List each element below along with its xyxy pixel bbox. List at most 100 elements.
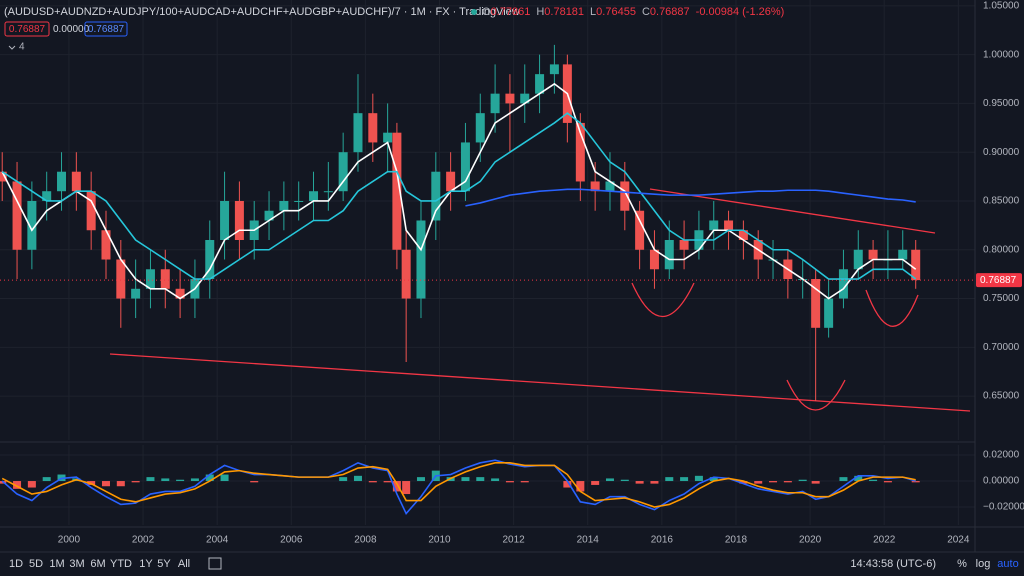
candle-body <box>264 210 274 221</box>
histogram-bar <box>694 475 703 482</box>
x-tick-label: 2020 <box>799 535 822 546</box>
candle-body <box>416 220 426 299</box>
candle-body <box>57 171 67 192</box>
line-series <box>1 112 917 280</box>
candle-body <box>505 93 515 104</box>
candle-body <box>401 249 411 299</box>
clock: 14:43:58 (UTC-6) <box>850 558 936 570</box>
scale-option[interactable]: log <box>976 558 991 570</box>
last-price-label: 0.76887 <box>980 275 1017 286</box>
candle-body <box>116 259 126 299</box>
histogram-bar <box>811 481 820 484</box>
range-button[interactable]: 1Y <box>139 558 153 570</box>
range-button[interactable]: 3M <box>69 558 84 570</box>
x-tick-label: 2022 <box>873 535 896 546</box>
candle-body <box>27 200 37 250</box>
histogram-bar <box>709 477 718 482</box>
line-series <box>1 82 917 300</box>
histogram-bar <box>339 477 348 482</box>
line-series <box>1 459 916 515</box>
y-tick-label: 0.70000 <box>983 342 1020 353</box>
histogram-bar <box>190 478 199 482</box>
ohlc-value: 0.76455 <box>596 6 636 18</box>
x-tick-label: 2008 <box>354 535 377 546</box>
indicator-value: 0.00000 <box>53 24 90 35</box>
candle-body <box>811 279 821 328</box>
candle-body <box>101 230 111 260</box>
range-button[interactable]: 6M <box>90 558 105 570</box>
y-tick-label: 0.85000 <box>983 196 1020 207</box>
histogram-bar <box>869 479 878 482</box>
candle-body <box>738 230 748 240</box>
collapse-chevron[interactable] <box>8 45 16 50</box>
range-button[interactable]: 1M <box>49 558 64 570</box>
candle-body <box>42 191 52 201</box>
price-change: -0.00984 (-1.26%) <box>696 6 785 18</box>
scale-option[interactable]: auto <box>997 558 1018 570</box>
histogram-bar <box>783 481 792 483</box>
range-button[interactable]: YTD <box>110 558 132 570</box>
histogram-bar <box>476 477 485 482</box>
x-tick-label: 2006 <box>280 535 303 546</box>
y-tick-label: 0.80000 <box>983 244 1020 255</box>
histogram-bar <box>520 481 529 483</box>
bottom-toolbar: 1D 5D 1M 3M 6M YTD 1Y 5Y All 14:43:58 (UTC-6)% log… <box>9 557 1019 570</box>
scale-option[interactable]: % <box>957 558 967 570</box>
histogram-bar <box>491 478 500 482</box>
histogram-bar <box>161 478 170 482</box>
candle-body <box>549 64 559 75</box>
candle-body <box>635 210 645 250</box>
indicator-box <box>84 21 128 37</box>
arc-drawing <box>786 379 846 411</box>
candle-body <box>175 288 185 299</box>
hidden-indicators-count[interactable]: 4 <box>19 42 25 53</box>
histogram-bar <box>131 481 140 483</box>
histogram-bar <box>461 477 470 482</box>
candle-body <box>205 240 215 280</box>
ohlc-legend: O0.77861 H0.78181 L0.76455 C0.76887 -0.00984… <box>482 6 784 18</box>
drawings <box>109 188 971 412</box>
histogram-bar <box>205 474 214 482</box>
line-series <box>465 188 916 207</box>
range-button[interactable]: 5Y <box>157 558 171 570</box>
arc-drawing <box>631 282 695 317</box>
x-tick-label: 2024 <box>947 535 970 546</box>
y-tick-label: 0.00000 <box>983 476 1020 487</box>
histogram-bar <box>605 478 614 482</box>
candle-body <box>838 269 848 299</box>
chart-title: (AUDUSD+AUDNZD+AUDJPY/100+AUDCAD+AUDCHF+… <box>4 6 520 18</box>
candle-body <box>309 191 319 201</box>
x-tick-label: 2014 <box>577 535 600 546</box>
histogram-bar <box>576 481 585 492</box>
candle-body <box>131 288 141 299</box>
candle-body <box>460 142 470 192</box>
histogram-bar <box>392 481 401 492</box>
histogram-bar <box>220 474 229 482</box>
date-range-icon[interactable] <box>208 557 222 570</box>
line-series <box>1 462 916 508</box>
range-button[interactable]: All <box>178 558 190 570</box>
histogram-bar <box>402 481 411 495</box>
histogram-bar <box>739 481 748 484</box>
candle-body <box>911 249 921 281</box>
candle-body <box>71 171 81 192</box>
histogram-bar <box>101 481 110 487</box>
range-button[interactable]: 5D <box>29 558 43 570</box>
ohlc-label: L <box>590 6 596 18</box>
x-tick-label: 2016 <box>651 535 674 546</box>
histogram-bar <box>13 481 22 489</box>
candle-body <box>535 74 545 94</box>
histogram-bar <box>620 479 629 482</box>
candle-body <box>724 220 734 231</box>
arc-drawing <box>865 289 919 327</box>
candle-body <box>898 249 908 260</box>
histogram-bar <box>650 481 659 484</box>
range-button[interactable]: 1D <box>9 558 23 570</box>
candle-body <box>824 298 834 328</box>
histogram-bar <box>591 481 600 485</box>
candle-body <box>490 93 500 114</box>
candle-body <box>0 171 7 182</box>
y-tick-label: 1.05000 <box>983 0 1020 11</box>
status-dot <box>471 9 477 15</box>
histogram-bar <box>911 481 920 483</box>
